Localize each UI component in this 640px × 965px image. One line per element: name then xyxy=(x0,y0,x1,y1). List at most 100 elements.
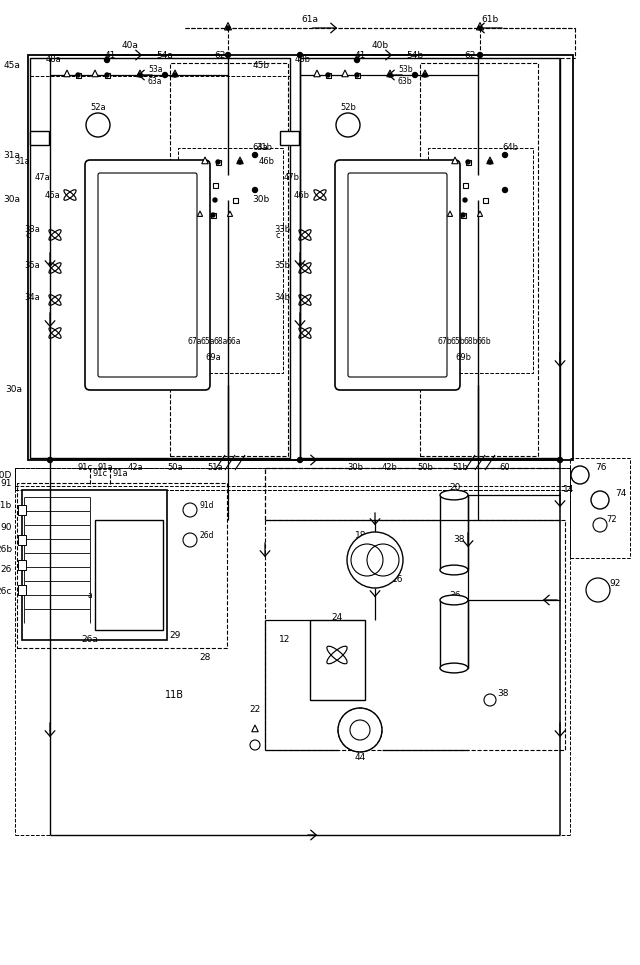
Text: 26a: 26a xyxy=(81,636,99,645)
Bar xyxy=(326,72,330,77)
Circle shape xyxy=(593,518,607,532)
Polygon shape xyxy=(137,70,143,77)
Circle shape xyxy=(591,491,609,509)
Text: 48a: 48a xyxy=(45,56,61,65)
Text: T: T xyxy=(597,495,603,505)
Text: 31b: 31b xyxy=(256,144,272,152)
Text: 22: 22 xyxy=(250,705,260,714)
Text: 64b: 64b xyxy=(502,144,518,152)
Text: 52a: 52a xyxy=(90,103,106,113)
Text: 91a: 91a xyxy=(112,468,128,478)
Circle shape xyxy=(557,457,563,462)
Text: P: P xyxy=(95,120,102,130)
Text: 66a: 66a xyxy=(227,338,241,346)
Text: 65a: 65a xyxy=(201,338,215,346)
Circle shape xyxy=(586,578,610,602)
Bar xyxy=(212,182,218,187)
Bar xyxy=(95,520,163,630)
Text: 30a: 30a xyxy=(3,196,20,205)
Circle shape xyxy=(95,590,105,600)
Text: 50b: 50b xyxy=(417,462,433,472)
Text: 66b: 66b xyxy=(477,338,492,346)
Text: 53a: 53a xyxy=(148,66,163,74)
Circle shape xyxy=(571,466,589,484)
Text: 24: 24 xyxy=(332,614,342,622)
Text: 35a: 35a xyxy=(24,261,40,269)
Text: 26: 26 xyxy=(1,565,12,574)
Text: 46b: 46b xyxy=(294,190,310,200)
Text: 69a: 69a xyxy=(205,353,221,363)
FancyBboxPatch shape xyxy=(335,160,460,390)
Text: 30b: 30b xyxy=(253,196,270,205)
Circle shape xyxy=(225,52,230,58)
Bar xyxy=(170,63,288,456)
Polygon shape xyxy=(387,70,393,77)
Text: 51b: 51b xyxy=(452,462,468,472)
Text: 91: 91 xyxy=(1,479,12,487)
Text: 46a: 46a xyxy=(44,190,60,200)
Text: 30a: 30a xyxy=(5,385,22,395)
Polygon shape xyxy=(476,22,484,30)
Bar xyxy=(265,520,565,750)
Text: 26c: 26c xyxy=(0,588,12,596)
Circle shape xyxy=(355,73,359,77)
Bar xyxy=(461,212,465,217)
Polygon shape xyxy=(197,211,203,216)
Bar xyxy=(28,55,573,460)
Text: 16: 16 xyxy=(392,575,404,585)
Text: 52b: 52b xyxy=(340,103,356,113)
FancyBboxPatch shape xyxy=(85,160,210,390)
Text: 30b: 30b xyxy=(347,462,363,472)
Text: 20: 20 xyxy=(449,483,461,492)
Circle shape xyxy=(138,73,142,77)
Text: 28: 28 xyxy=(199,653,211,663)
Bar xyxy=(440,495,468,570)
Text: 51a: 51a xyxy=(207,462,223,472)
Circle shape xyxy=(336,113,360,137)
Circle shape xyxy=(226,26,230,30)
Polygon shape xyxy=(252,725,259,731)
Text: 35b: 35b xyxy=(274,261,290,269)
Text: 41: 41 xyxy=(104,50,116,60)
Bar xyxy=(18,505,26,515)
Polygon shape xyxy=(64,70,70,77)
Bar xyxy=(30,58,290,458)
Circle shape xyxy=(183,503,197,517)
Text: 48b: 48b xyxy=(295,56,311,65)
Text: 62: 62 xyxy=(214,50,226,60)
Bar xyxy=(211,212,216,217)
Polygon shape xyxy=(477,211,483,216)
Polygon shape xyxy=(447,211,452,216)
Text: 60: 60 xyxy=(500,462,510,472)
Ellipse shape xyxy=(440,663,468,673)
Polygon shape xyxy=(227,211,232,216)
Bar xyxy=(76,72,81,77)
Text: 76: 76 xyxy=(595,463,607,473)
Bar xyxy=(216,159,221,164)
Text: 68b: 68b xyxy=(464,338,478,346)
Text: 45b: 45b xyxy=(253,61,270,69)
Bar xyxy=(483,198,488,203)
Circle shape xyxy=(388,73,392,77)
Text: 74: 74 xyxy=(615,488,627,498)
Circle shape xyxy=(466,160,470,164)
Bar xyxy=(310,620,365,700)
Circle shape xyxy=(478,26,482,30)
Text: 61b: 61b xyxy=(481,15,499,24)
Text: 47a: 47a xyxy=(35,174,50,182)
Bar xyxy=(22,490,167,640)
Text: 10D: 10D xyxy=(0,471,12,480)
Text: 62: 62 xyxy=(464,50,476,60)
Circle shape xyxy=(105,73,109,77)
Circle shape xyxy=(250,740,260,750)
Text: 36: 36 xyxy=(449,591,461,599)
Bar xyxy=(18,535,26,545)
Circle shape xyxy=(461,213,465,217)
Text: 31a: 31a xyxy=(14,157,30,167)
Text: 64a: 64a xyxy=(252,144,268,152)
Ellipse shape xyxy=(440,595,468,605)
Text: 61a: 61a xyxy=(301,15,319,24)
Text: CR: CR xyxy=(284,133,295,143)
Text: 91c: 91c xyxy=(92,468,108,478)
Text: 34b: 34b xyxy=(274,293,290,302)
